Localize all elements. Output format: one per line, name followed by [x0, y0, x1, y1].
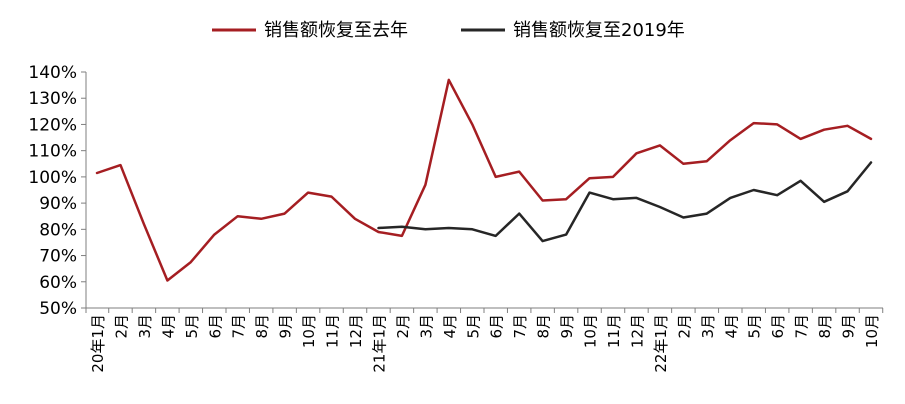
x-tick-label: 10月	[582, 314, 600, 348]
x-tick-label: 8月	[535, 314, 553, 339]
x-tick-label: 4月	[441, 314, 459, 339]
x-tick-label: 20年1月	[89, 314, 107, 373]
x-tick-label: 12月	[628, 314, 646, 348]
x-tick-label: 4月	[159, 314, 177, 339]
chart-series-layer	[95, 78, 873, 282]
y-tick-label: 140%	[28, 63, 77, 83]
x-tick-label: 5月	[464, 314, 482, 339]
x-tick-label: 11月	[605, 314, 623, 348]
x-tick-label: 9月	[277, 314, 295, 339]
x-tick-label: 2月	[675, 314, 693, 339]
x-tick-label: 10月	[863, 314, 881, 348]
x-tick-label: 6月	[488, 314, 506, 339]
y-tick-label: 60%	[39, 273, 77, 293]
x-tick-label: 2月	[394, 314, 412, 339]
y-tick-label: 80%	[39, 220, 77, 240]
y-tick-label: 110%	[28, 142, 77, 162]
series-line-2	[377, 161, 873, 243]
x-tick-label: 7月	[230, 314, 248, 339]
chart-axes: 50% 60% 70% 80% 90% 100% 110% 120% 130% 140% 20年1月…	[28, 63, 884, 373]
series-line-1	[95, 78, 873, 282]
y-tick-label: 50%	[39, 299, 77, 319]
y-tick-label: 130%	[28, 89, 77, 109]
x-tick-label: 10月	[300, 314, 318, 348]
legend-label-2: 销售额恢复至2019年	[513, 20, 685, 41]
x-tick-label: 11月	[324, 314, 342, 348]
chart-legend: 销售额恢复至去年 销售额恢复至2019年	[212, 20, 685, 41]
x-tick-label: 6月	[206, 314, 224, 339]
x-tick-label: 5月	[183, 314, 201, 339]
x-tick-label: 8月	[816, 314, 834, 339]
x-tick-label: 5月	[746, 314, 764, 339]
x-tick-label: 22年1月	[652, 314, 670, 373]
x-tick-label: 3月	[699, 314, 717, 339]
x-tick-label: 2月	[112, 314, 130, 339]
x-tick-label: 3月	[417, 314, 435, 339]
y-tick-label: 120%	[28, 115, 77, 135]
y-tick-label: 100%	[28, 168, 77, 188]
x-tick-label: 12月	[347, 314, 365, 348]
x-tick-label: 9月	[558, 314, 576, 339]
y-tick-label: 90%	[39, 194, 77, 214]
x-tick-label: 21年1月	[370, 314, 388, 373]
x-tick-label: 3月	[136, 314, 154, 339]
x-tick-label: 8月	[253, 314, 271, 339]
y-tick-label: 70%	[39, 247, 77, 267]
legend-label-1: 销售额恢复至去年	[264, 20, 408, 41]
x-tick-label: 6月	[769, 314, 787, 339]
x-tick-label: 7月	[793, 314, 811, 339]
x-tick-label: 9月	[840, 314, 858, 339]
x-tick-label: 7月	[511, 314, 529, 339]
x-tick-label: 4月	[722, 314, 740, 339]
